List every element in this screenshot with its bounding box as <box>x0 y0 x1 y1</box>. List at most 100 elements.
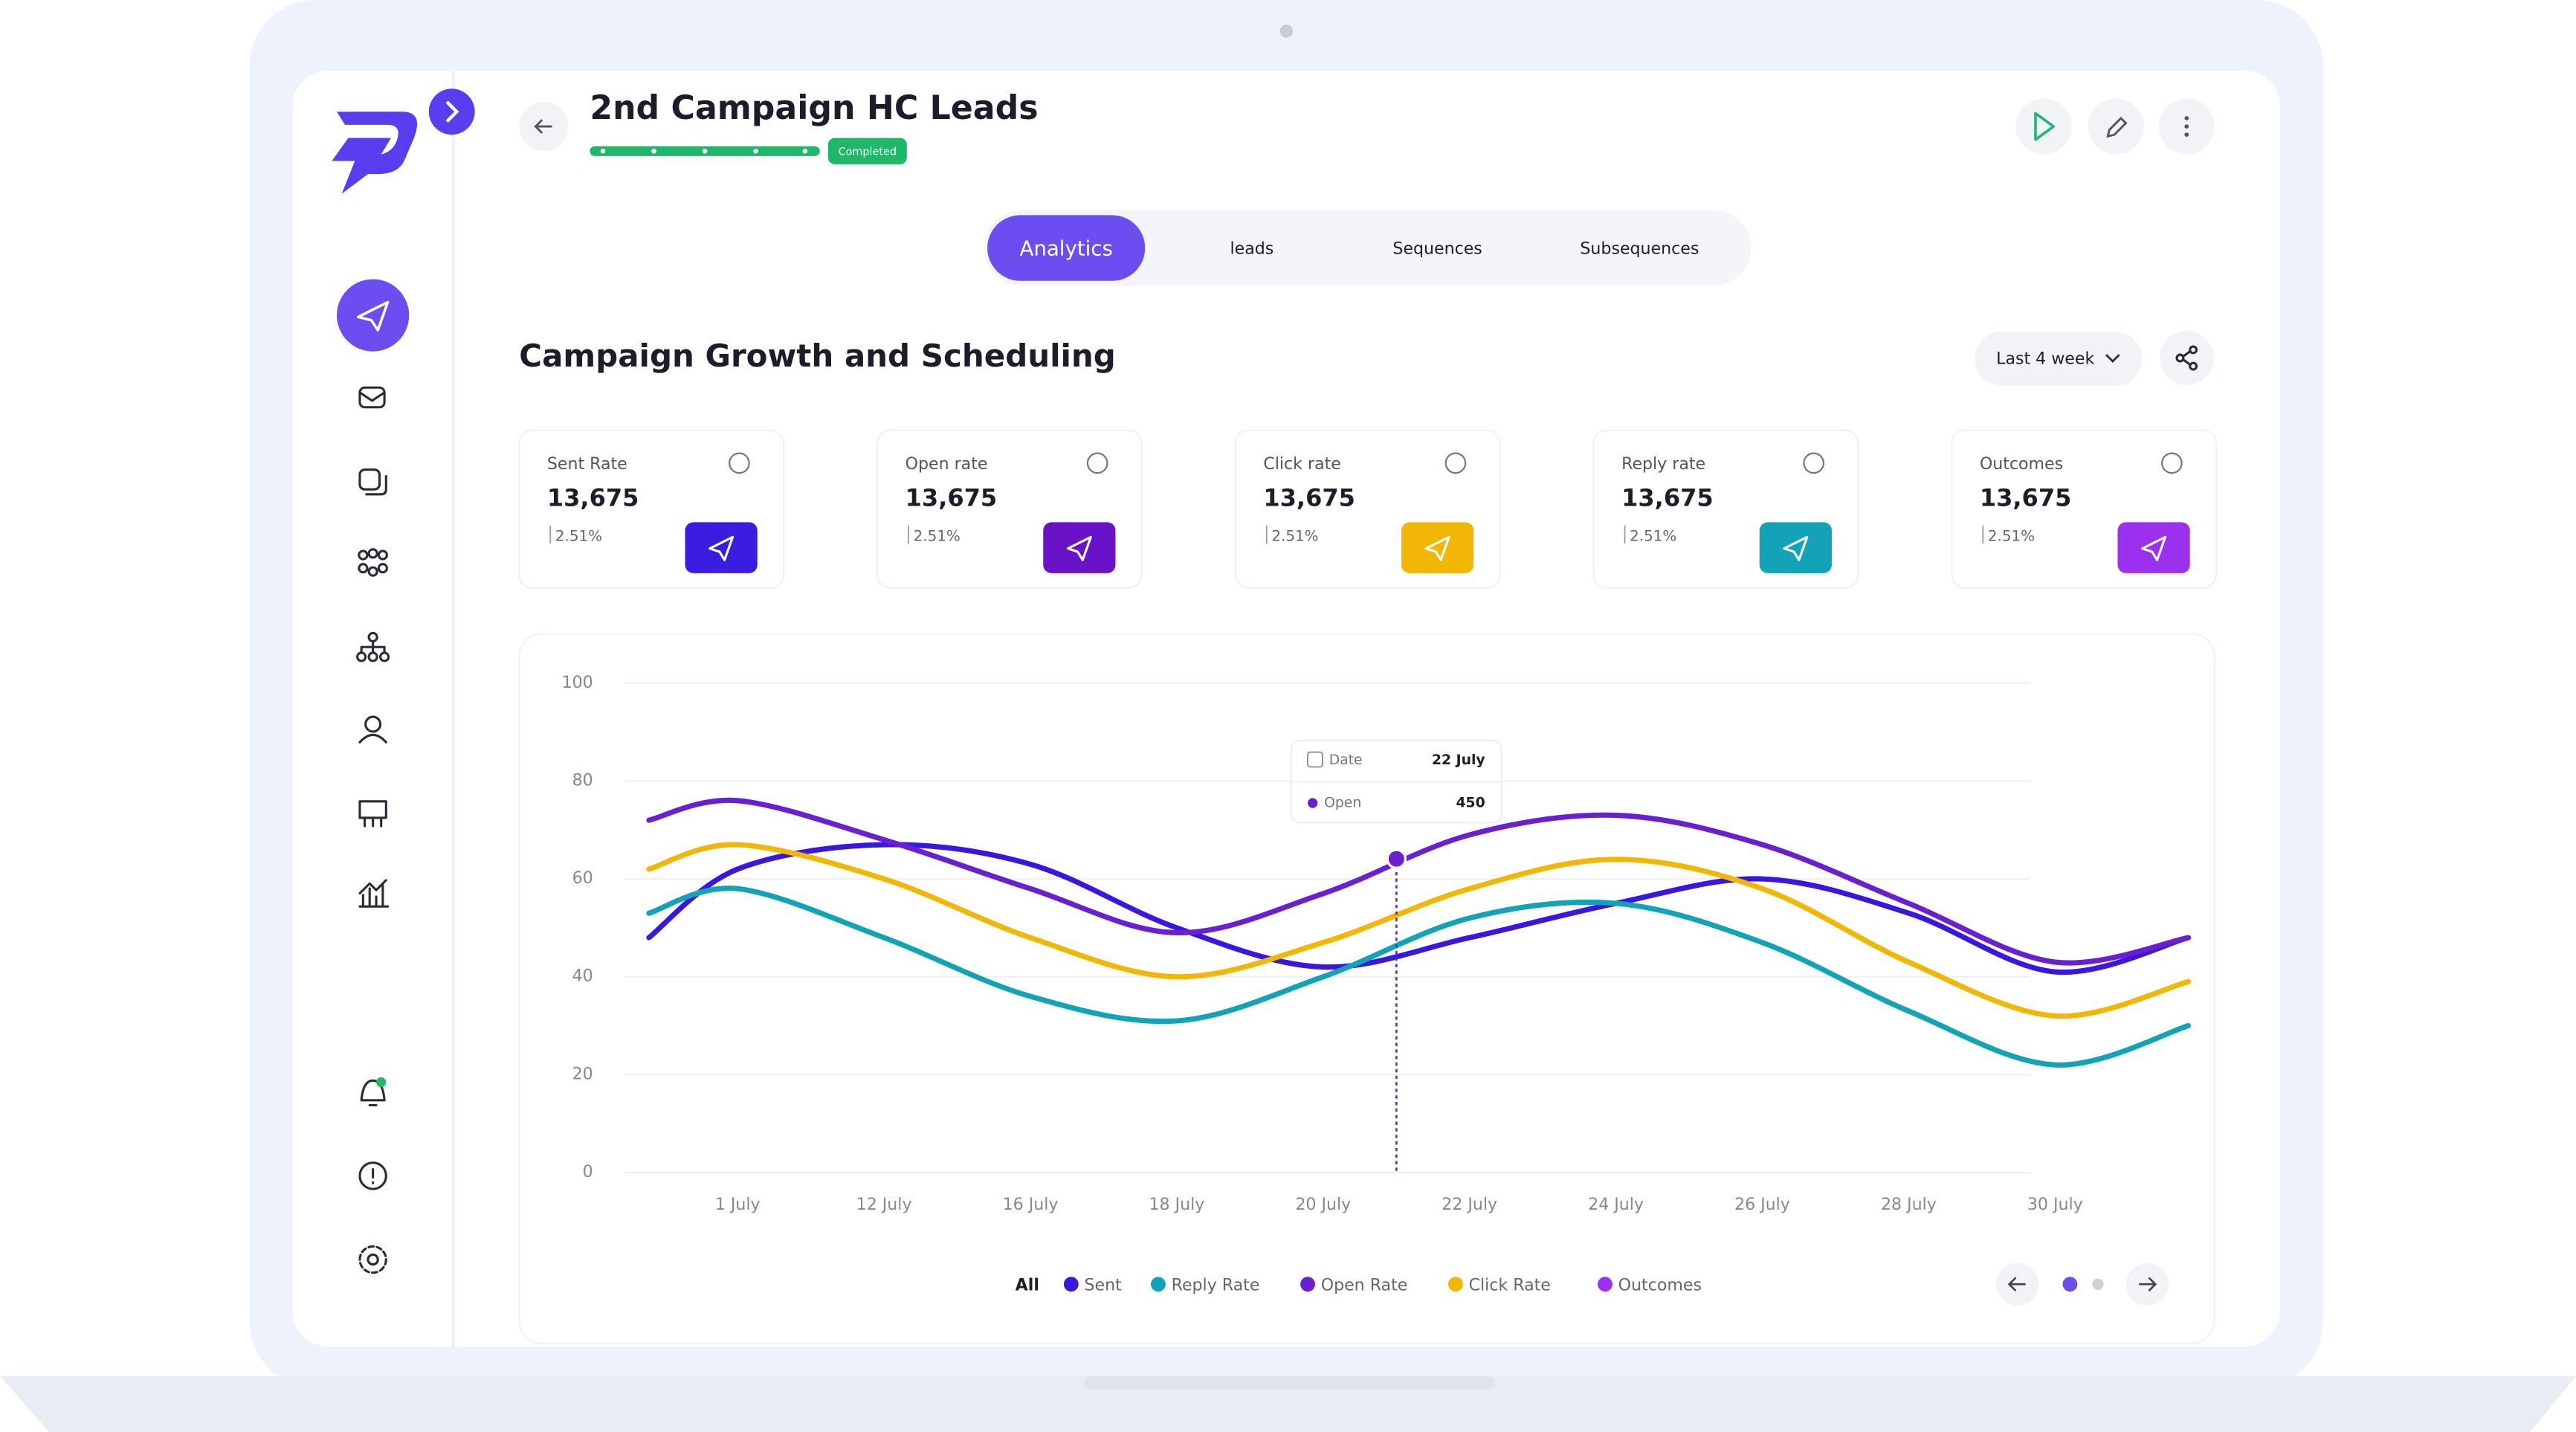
legend-label[interactable]: Outcomes <box>1618 1275 1702 1294</box>
y-tick-label: 60 <box>572 868 593 888</box>
chart-card <box>518 633 2215 1344</box>
x-tick-label: 30 July <box>2027 1195 2083 1214</box>
date-icon <box>1307 751 1323 768</box>
sidebar <box>292 70 453 1347</box>
legend-label[interactable]: Click Rate <box>1469 1275 1551 1294</box>
logo <box>332 112 418 194</box>
stat-value: 13,675 <box>906 483 998 512</box>
nav-settings[interactable] <box>358 1245 387 1274</box>
x-tick-label: 20 July <box>1295 1195 1351 1214</box>
series-line <box>646 886 2192 1068</box>
status-text: Completed <box>839 146 897 158</box>
range-caret <box>2105 354 2120 363</box>
nav-icon <box>356 300 390 332</box>
legend-label[interactable]: Reply Rate <box>1172 1275 1260 1294</box>
page-dot-active[interactable] <box>2062 1277 2078 1292</box>
stat-label: Open rate <box>906 454 988 474</box>
range-select[interactable] <box>1975 332 2143 387</box>
nav-inbox[interactable] <box>358 386 386 409</box>
tab[interactable]: Analytics <box>1019 236 1112 261</box>
laptop-notch <box>1084 1375 1495 1390</box>
help-icon <box>1803 452 1825 474</box>
stat-glyph <box>1424 535 1450 561</box>
nav-notifications[interactable] <box>360 1079 386 1107</box>
stat-value: 13,675 <box>1263 483 1355 512</box>
legend-swatch <box>1300 1277 1315 1292</box>
expand-button[interactable] <box>428 88 475 135</box>
tooltip-value: 450 <box>1456 796 1485 811</box>
nav-help[interactable] <box>358 1161 387 1190</box>
legend-swatch <box>1598 1277 1613 1292</box>
legend-swatch <box>1150 1277 1166 1292</box>
tooltip-series: Open <box>1324 796 1361 811</box>
y-tick-label: 100 <box>562 673 593 692</box>
legend-label[interactable]: Sent <box>1084 1275 1122 1294</box>
nav-team[interactable] <box>358 548 388 577</box>
stat-icon <box>2117 522 2190 573</box>
stat-change: 2.51% <box>1988 528 2035 545</box>
next-icon <box>2139 1277 2157 1291</box>
y-tick-label: 0 <box>583 1162 593 1181</box>
stat-value: 13,675 <box>1621 483 1714 512</box>
nav-copy[interactable] <box>358 468 381 491</box>
nav-campaigns[interactable] <box>337 279 410 352</box>
x-tick-label: 18 July <box>1149 1195 1204 1214</box>
legend-label[interactable]: Open Rate <box>1321 1275 1408 1294</box>
stat-icon <box>1401 522 1474 573</box>
tab[interactable]: Sequences <box>1392 239 1482 259</box>
stat-change: 2.51% <box>1630 528 1676 545</box>
stat-change: 2.51% <box>914 528 961 545</box>
run-button[interactable] <box>2015 98 2072 155</box>
legend-swatch <box>1063 1277 1079 1292</box>
legend-all[interactable]: All <box>1016 1275 1039 1294</box>
x-tick-label: 22 July <box>1442 1195 1497 1214</box>
back-icon <box>534 119 552 134</box>
legend-swatch <box>1447 1277 1463 1292</box>
stat-icon <box>1759 522 1832 573</box>
nav-profile[interactable] <box>358 715 387 744</box>
series-line <box>646 842 2192 1019</box>
nav-icon <box>358 391 386 402</box>
nav-analytics[interactable] <box>358 879 390 908</box>
tab-active <box>987 215 1146 281</box>
expand-icon <box>445 100 459 123</box>
campaign-title: 2nd Campaign HC Leads <box>590 89 1038 127</box>
y-tick-label: 40 <box>572 967 593 986</box>
tab[interactable]: Subsequences <box>1580 239 1699 259</box>
help-icon <box>2161 452 2183 474</box>
range-label: Last 4 week <box>1996 349 2094 369</box>
x-tick-label: 1 July <box>715 1195 761 1214</box>
stat-glyph <box>708 535 735 561</box>
y-tick-label: 80 <box>572 770 593 790</box>
stat-value: 13,675 <box>1980 483 2072 512</box>
tab[interactable]: leads <box>1230 239 1274 259</box>
tooltip-date-label: Date <box>1329 752 1363 768</box>
camera <box>1279 25 1294 38</box>
tooltip-dot <box>1308 798 1318 808</box>
page-dot[interactable] <box>2092 1278 2104 1290</box>
section-title: Campaign Growth and Scheduling <box>519 338 1116 374</box>
edit-button[interactable] <box>2088 98 2144 155</box>
stat-glyph <box>1066 535 1092 561</box>
stat-glyph <box>1783 535 1809 561</box>
x-tick-label: 12 July <box>856 1195 912 1214</box>
x-tick-label: 16 July <box>1003 1195 1059 1214</box>
stat-change: 2.51% <box>555 528 602 545</box>
series-line <box>646 842 2192 975</box>
stat-label: Click rate <box>1263 454 1341 474</box>
share-button[interactable] <box>2159 331 2214 385</box>
nav-reports[interactable] <box>358 800 387 828</box>
x-tick-label: 24 July <box>1588 1195 1644 1214</box>
hover-marker <box>1386 848 1407 869</box>
help-icon <box>729 452 750 474</box>
stat-icon <box>685 522 758 573</box>
edit-icon <box>2106 116 2128 138</box>
y-tick-label: 20 <box>572 1064 593 1083</box>
stat-icon <box>1043 522 1116 573</box>
share-icon <box>2175 345 2198 371</box>
stat-label: Reply rate <box>1621 454 1705 474</box>
stat-value: 13,675 <box>547 483 639 512</box>
nav-hierarchy[interactable] <box>356 631 390 662</box>
